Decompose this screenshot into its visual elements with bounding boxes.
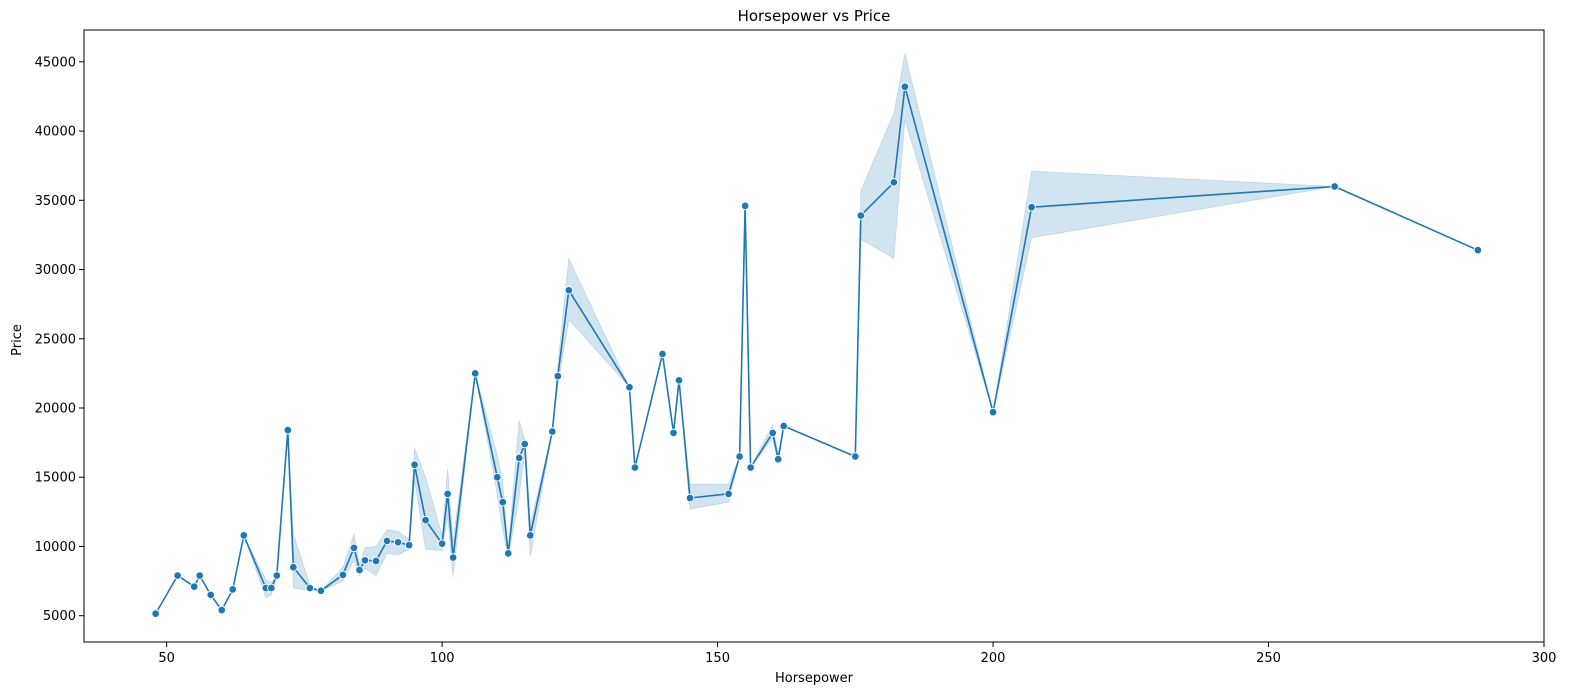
data-point [289, 562, 298, 572]
data-point [768, 428, 777, 438]
y-tick-label: 40000 [35, 125, 76, 140]
x-axis: 50 100 150 200 250 300 [158, 642, 1556, 666]
data-point [443, 489, 452, 499]
data-point [625, 382, 634, 392]
data-point [421, 515, 430, 525]
y-tick-label: 10000 [35, 540, 76, 555]
data-point [360, 556, 370, 565]
data-point [470, 369, 480, 378]
data-point [851, 452, 860, 461]
x-tick-label: 100 [430, 651, 455, 666]
x-tick-label: 300 [1532, 651, 1557, 666]
data-point [151, 609, 160, 618]
data-point [173, 571, 182, 580]
data-point [382, 536, 392, 546]
data-point [773, 454, 783, 464]
data-point [548, 427, 557, 436]
data-point [206, 590, 215, 600]
y-tick-label: 25000 [35, 332, 76, 347]
data-point [272, 571, 282, 580]
data-point [988, 407, 998, 417]
data-point [217, 605, 226, 615]
data-point [338, 570, 348, 580]
data-point [355, 565, 364, 575]
data-point [674, 376, 684, 385]
data-point [779, 421, 788, 431]
data-point [685, 493, 695, 503]
data-point [349, 543, 359, 553]
plot-frame [83, 29, 1545, 643]
data-point [669, 428, 678, 438]
data-point [189, 582, 199, 591]
data-point [514, 453, 524, 463]
y-tick-label: 45000 [35, 55, 76, 70]
data-point [900, 82, 910, 92]
x-tick-label: 250 [1256, 651, 1281, 666]
chart-title: Horsepower vs Price [738, 7, 891, 25]
data-point [195, 571, 204, 580]
x-tick-label: 50 [158, 651, 175, 666]
y-tick-label: 5000 [43, 609, 76, 624]
data-point [503, 549, 513, 558]
data-point [410, 460, 419, 470]
data-point [404, 540, 414, 550]
data-point [630, 463, 640, 472]
data-point [305, 583, 315, 593]
data-point [393, 538, 403, 547]
x-axis-label: Horsepower [775, 671, 854, 686]
y-axis-label: Price [10, 324, 25, 356]
data-point [735, 452, 744, 461]
data-point [448, 553, 458, 562]
data-point [498, 497, 507, 507]
y-axis: 5000 10000 15000 20000 25000 30000 35000 40000 4… [35, 55, 84, 624]
x-tick-label: 150 [705, 651, 730, 666]
y-tick-label: 20000 [35, 402, 76, 417]
y-tick-label: 15000 [35, 471, 76, 486]
data-point [520, 439, 530, 449]
data-point [239, 531, 249, 540]
data-point [316, 586, 326, 596]
data-point [889, 178, 899, 187]
data-point [283, 425, 293, 435]
data-point [492, 472, 502, 482]
data-point [1473, 245, 1483, 255]
data-markers [151, 82, 1483, 618]
y-tick-label: 35000 [35, 194, 76, 209]
data-point [564, 286, 574, 295]
data-point [553, 371, 563, 381]
data-point [371, 556, 381, 566]
data-point [1330, 182, 1339, 191]
data-point [267, 583, 276, 593]
data-point [228, 585, 238, 594]
plot-area [151, 53, 1483, 618]
data-point [658, 349, 667, 359]
data-point [740, 201, 750, 211]
data-point [437, 539, 447, 548]
y-tick-label: 30000 [35, 263, 76, 278]
data-point [1027, 202, 1036, 212]
data-point [856, 211, 866, 220]
data-point [526, 531, 535, 540]
data-point [724, 489, 733, 499]
x-tick-label: 200 [981, 651, 1006, 666]
data-point [746, 463, 755, 472]
